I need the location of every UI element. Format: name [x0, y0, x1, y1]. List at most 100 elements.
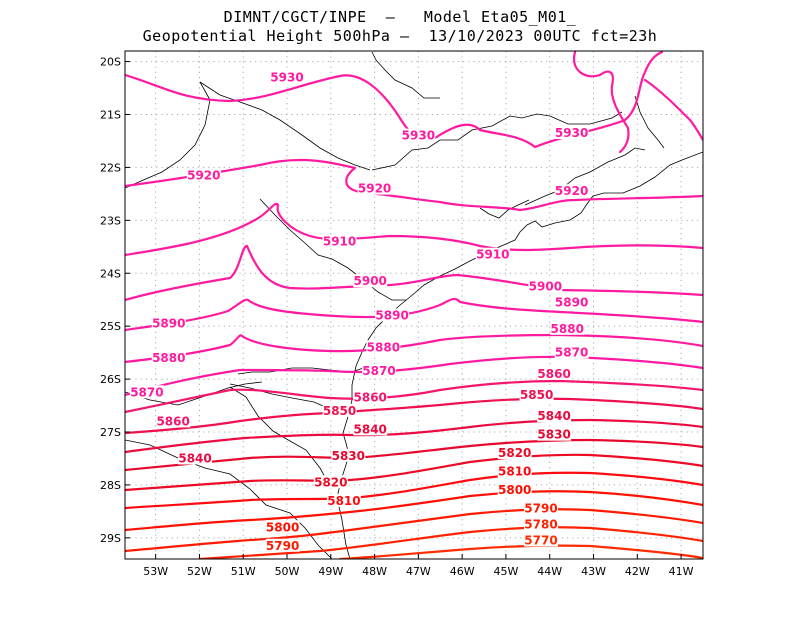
contour-label-bg [186, 168, 221, 182]
lon-tick-label: 49W [318, 565, 343, 578]
minas-north-border [371, 51, 440, 99]
lon-tick-label: 51W [231, 565, 256, 578]
sp-pr-border [259, 198, 406, 301]
lat-tick-label: 23S [100, 214, 121, 227]
parana-river-border [199, 81, 371, 171]
contour-label-bg [537, 366, 572, 380]
lon-tick-label: 45W [494, 565, 519, 578]
contour-label-bg [265, 520, 300, 534]
map-frame [124, 50, 704, 560]
contour-line-5930 [643, 78, 703, 142]
contour-line-5850 [125, 397, 703, 435]
contour-label-bg [361, 364, 396, 378]
contour-label-bg [497, 464, 532, 478]
atlantic-coastline [336, 151, 703, 559]
contour-label-bg [497, 483, 532, 497]
contour-label: 5920 [555, 184, 588, 198]
contour-label-bg [151, 350, 186, 364]
contour-line-5780 [198, 526, 703, 559]
contour-line-5930 [125, 51, 664, 149]
contour-label: 5770 [524, 533, 557, 547]
lon-tick-label: 42W [625, 565, 650, 578]
contour-label: 5930 [402, 129, 435, 143]
contour-label: 5890 [555, 295, 588, 309]
contour-label: 5790 [266, 539, 299, 553]
contour-label-bg [353, 422, 388, 436]
lat-tick-label: 27S [100, 426, 121, 439]
lon-tick-label: 46W [450, 565, 475, 578]
brazil-uruguay-border [125, 439, 333, 559]
contour-label: 5930 [270, 70, 303, 84]
contour-label: 5840 [354, 422, 387, 436]
contour-label-bg [156, 414, 191, 428]
contour-line-5830 [125, 438, 703, 472]
lat-tick-label: 21S [100, 109, 121, 122]
contour-label-bg [537, 409, 572, 423]
contour-label: 5900 [354, 274, 387, 288]
mato-grosso-sul-border [125, 81, 211, 189]
mg-es-border [634, 95, 665, 149]
contour-line-5880 [125, 333, 703, 364]
lon-tick-label: 48W [362, 565, 387, 578]
contour-label: 5860 [156, 414, 189, 428]
lon-tick-label: 43W [581, 565, 606, 578]
contour-label: 5920 [187, 168, 220, 182]
contour-label-bg [313, 475, 348, 489]
contour-label-bg [151, 316, 186, 330]
contour-label: 5930 [555, 126, 588, 140]
contour-label-bg [322, 403, 357, 417]
lat-tick-label: 22S [100, 161, 121, 174]
contour-label-bg [523, 517, 558, 531]
contour-label: 5870 [362, 364, 395, 378]
contour-line-5800 [125, 490, 703, 532]
contour-label: 5900 [529, 279, 562, 293]
contour-label: 5870 [130, 385, 163, 399]
contour-line-5840 [125, 418, 703, 454]
axis-ticks: 53W 52W 51W 50W 49W 48W 47W 46W 45W 44W 43W 42W 41W 2… [100, 56, 694, 578]
contour-label-bg [554, 184, 589, 198]
lat-tick-label: 20S [100, 56, 121, 69]
contour-line-5810 [125, 471, 703, 510]
contour-label-bg [322, 234, 357, 248]
contour-label-bg [554, 126, 589, 140]
contour-label: 5830 [537, 428, 570, 442]
chart-title-line-2: Geopotential Height 500hPa – 13/10/2023 … [142, 27, 658, 45]
mg-sp-border [371, 111, 623, 171]
lat-tick-label: 28S [100, 479, 121, 492]
lat-tick-label: 25S [100, 320, 121, 333]
contour-label-bg [519, 387, 554, 401]
contour-label: 5840 [178, 451, 211, 465]
contour-label: 5860 [537, 367, 570, 381]
contour-label: 5820 [314, 475, 347, 489]
contour-label: 5880 [551, 322, 584, 336]
contour-label: 5790 [524, 502, 557, 516]
contour-label-bg [178, 451, 213, 465]
contour-label-bg [265, 538, 300, 552]
lon-tick-label: 52W [187, 565, 212, 578]
lat-tick-label: 26S [100, 373, 121, 386]
contour-line-5910 [125, 202, 703, 257]
contour-label-bg [523, 533, 558, 547]
lon-tick-label: 53W [143, 565, 168, 578]
contour-label: 5850 [323, 404, 356, 418]
contour-label: 5810 [327, 494, 360, 508]
contour-line-5820 [125, 453, 703, 492]
contour-label-bg [550, 321, 585, 335]
chart-title-line-1: DIMNT/CGCT/INPE – Model Eta05_M01_ [223, 8, 577, 26]
lat-tick-label: 29S [100, 532, 121, 545]
contour-label-bg [353, 274, 388, 288]
contour-label-bg [270, 70, 305, 84]
contour-label-bg [331, 448, 366, 462]
contour-line-5870 [125, 355, 703, 397]
contour-line-5790 [125, 508, 703, 553]
lon-tick-label: 50W [275, 565, 300, 578]
lon-tick-label: 41W [669, 565, 694, 578]
contour-label: 5800 [266, 520, 299, 534]
lon-tick-label: 44W [537, 565, 562, 578]
contour-label-bg [401, 128, 436, 142]
contour-label: 5800 [498, 483, 531, 497]
contour-label: 5860 [354, 391, 387, 405]
contour-label-bg [326, 493, 361, 507]
contour-label: 5810 [498, 465, 531, 479]
